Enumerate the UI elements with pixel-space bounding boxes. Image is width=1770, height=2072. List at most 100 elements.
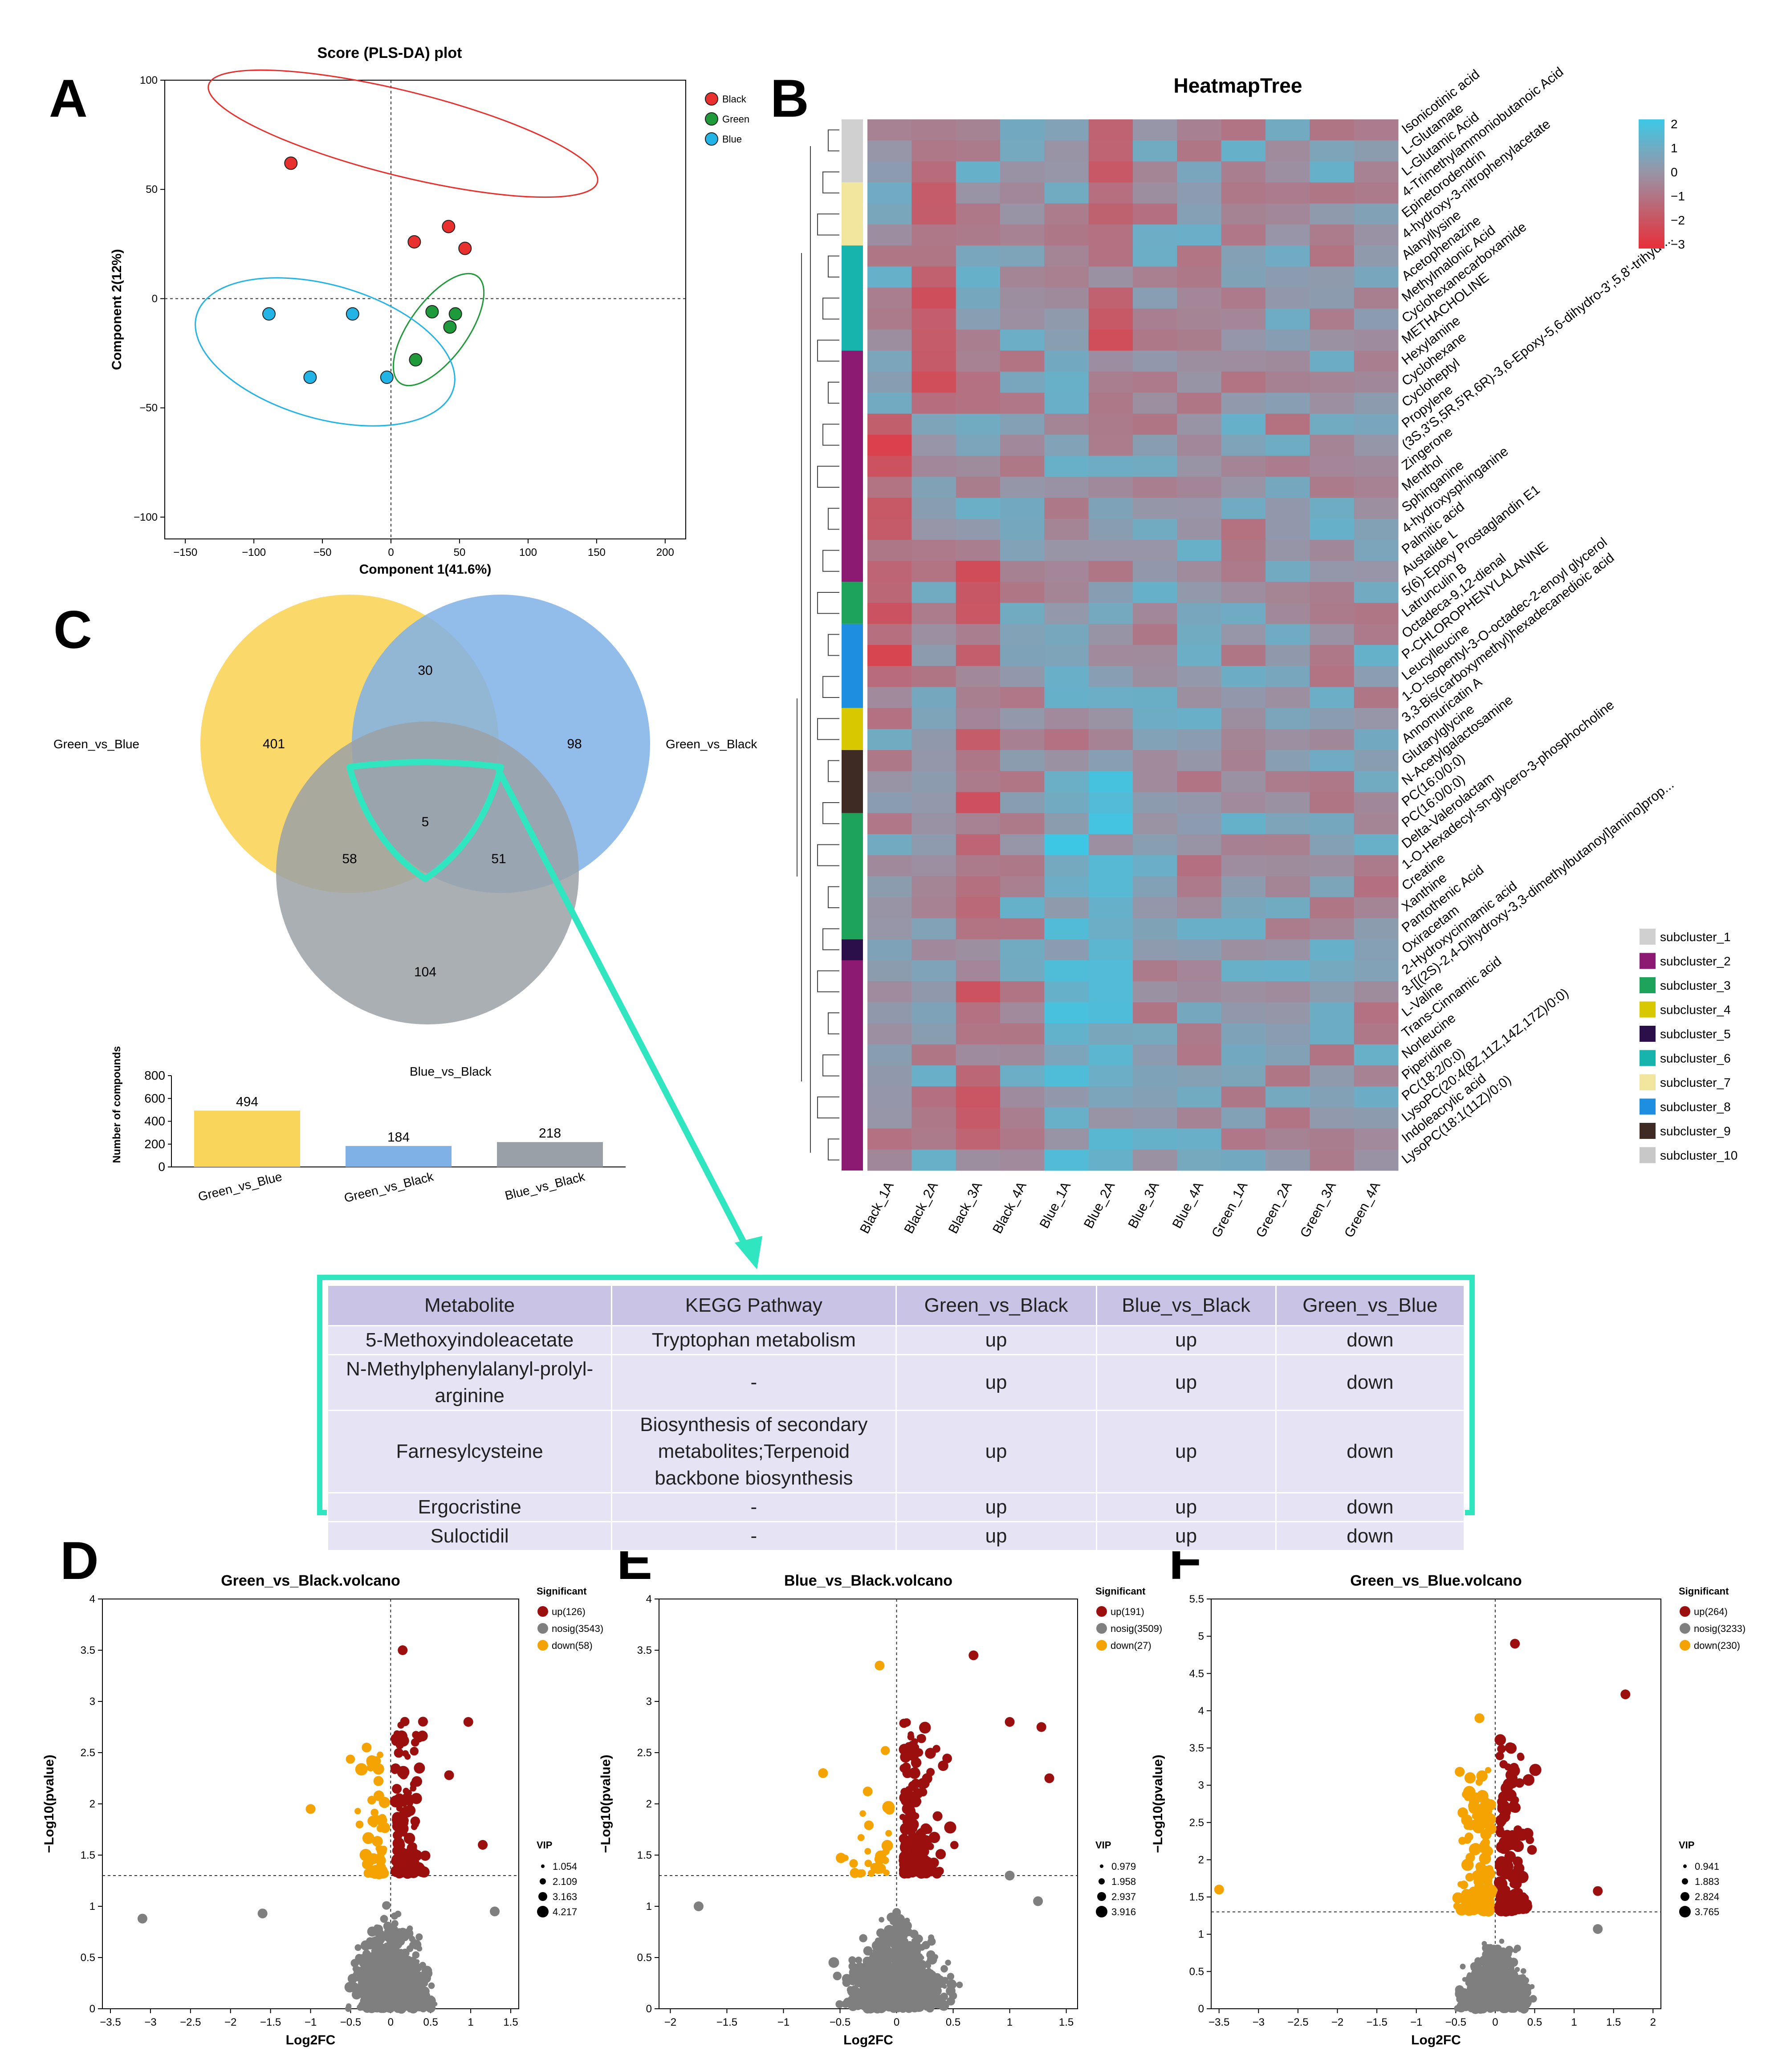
scale-tick-label: −2 (1671, 213, 1685, 227)
point-nosig (397, 1955, 406, 1964)
heatmap-cell (1088, 266, 1133, 288)
point-up (395, 1840, 405, 1850)
vip-label: 3.765 (1695, 1906, 1719, 1917)
heatmap-cell (956, 1065, 1001, 1087)
legend-label: nosig(3509) (1111, 1623, 1162, 1634)
heatmap-cell (911, 624, 956, 645)
heatmap-cell (1354, 518, 1399, 540)
heatmap-cell (1088, 161, 1133, 183)
point-up (410, 1747, 419, 1756)
heatmap-cell (1088, 918, 1133, 940)
heatmap-cell (1088, 771, 1133, 792)
heatmap-cell (1221, 813, 1266, 835)
point-nosig (913, 1950, 919, 1956)
heatmap-color-scale: 2 1 0 −1 −2 −3 (1639, 117, 1685, 251)
point-nosig (1455, 1985, 1464, 1995)
heatmap-cell (1088, 224, 1133, 246)
heatmap-cell (1354, 477, 1399, 498)
point-nosig (1479, 1995, 1486, 2002)
point-down (1463, 1786, 1476, 1799)
heatmap-cell (1310, 477, 1355, 498)
cell-bvbk: up (1095, 1325, 1277, 1355)
heatmap-cell (1265, 1149, 1310, 1171)
point-up (400, 1717, 410, 1726)
heatmap-cell (1000, 939, 1045, 961)
point-nosig (1474, 1957, 1482, 1965)
heatmap-cell (911, 330, 956, 351)
cell-metabolite: N-Methylphenylalanyl-prolyl-arginine (326, 1354, 613, 1411)
point-down (376, 1846, 387, 1856)
heatmap-cell (867, 1065, 912, 1087)
heatmap-cell (867, 960, 912, 982)
y-tick-label: 1.5 (1189, 1891, 1204, 1903)
heatmap-cell (1088, 855, 1133, 877)
heatmap-cell (911, 456, 956, 477)
heatmap-cell (1000, 308, 1045, 330)
point-up (932, 1745, 940, 1753)
heatmap-cell (1221, 477, 1266, 498)
subcluster-label: subcluster_1 (1660, 930, 1731, 944)
vip-marker (1097, 1892, 1106, 1901)
point-up (927, 1843, 934, 1850)
point-nosig (909, 1929, 919, 1939)
heatmap-cell (1000, 834, 1045, 856)
heatmap-cell (1221, 287, 1266, 309)
heatmap-cell (1310, 708, 1355, 730)
heatmap-cell (1000, 1044, 1045, 1066)
point-up (1516, 1828, 1528, 1841)
legend-marker (705, 112, 718, 126)
legend-marker (1680, 1606, 1690, 1617)
bar-ylabel: Number of compounds (111, 1046, 123, 1163)
vip-title: VIP (1095, 1840, 1111, 1851)
heatmap-cell (1044, 371, 1089, 393)
legend-marker (1096, 1606, 1107, 1617)
heatmap-cell (911, 666, 956, 687)
x-tick-label: 0.5 (946, 2016, 960, 2028)
heatmap-cell (1088, 834, 1133, 856)
heatmap-cell (1354, 939, 1399, 961)
subcluster-swatch (1640, 953, 1656, 969)
point-down (880, 1746, 890, 1755)
cell-gvbk: up (895, 1325, 1097, 1355)
th-green-vs-blue: Green_vs_Blue (1275, 1285, 1465, 1326)
x-tick-label: −1.5 (716, 2016, 737, 2028)
vip-marker (540, 1878, 546, 1884)
heatmap-cell (867, 1086, 912, 1108)
heatmap-cell (956, 687, 1001, 709)
heatmap-cell (911, 897, 956, 919)
point-nosig (384, 1992, 389, 1998)
heatmap-cell (867, 330, 912, 351)
x-tick-label: 1.5 (1059, 2016, 1074, 2028)
point-up (395, 1858, 405, 1868)
point-up (414, 1762, 425, 1774)
heatmap-cell (1354, 140, 1399, 162)
heatmap-cell (1177, 897, 1222, 919)
bar-blue-vs-black (497, 1142, 603, 1167)
point-nosig (835, 2000, 844, 2008)
point-up (1517, 1752, 1524, 1760)
heatmap-cell (1310, 813, 1355, 835)
point-up (902, 1847, 911, 1856)
point-nosig (906, 1985, 915, 1993)
point-nosig (1460, 1963, 1466, 1970)
legend-marker (537, 1623, 548, 1634)
point-nosig (946, 1979, 957, 1990)
point-down (367, 1815, 378, 1827)
legend-title: Significant (1679, 1586, 1729, 1597)
heatmap-cell (1354, 287, 1399, 309)
heatmap-cell (1221, 981, 1266, 1003)
heatmap-cell (1177, 203, 1222, 225)
heatmap-cell (1354, 855, 1399, 877)
heatmap-cell (1221, 119, 1266, 141)
point-up (411, 1793, 422, 1804)
volcano-frame (1211, 1599, 1661, 2009)
y-tick-label: 2 (90, 1798, 95, 1810)
x-tick-label: 0.5 (423, 2016, 438, 2028)
point-up (915, 1748, 924, 1757)
x-tick-label: 1.5 (503, 2016, 518, 2028)
heatmap-cell (1265, 624, 1310, 645)
cell-metabolite: Farnesylcysteine (326, 1410, 613, 1493)
heatmap-cell (1000, 582, 1045, 604)
point-nosig (859, 1983, 866, 1990)
heatmap-cell (956, 308, 1001, 330)
